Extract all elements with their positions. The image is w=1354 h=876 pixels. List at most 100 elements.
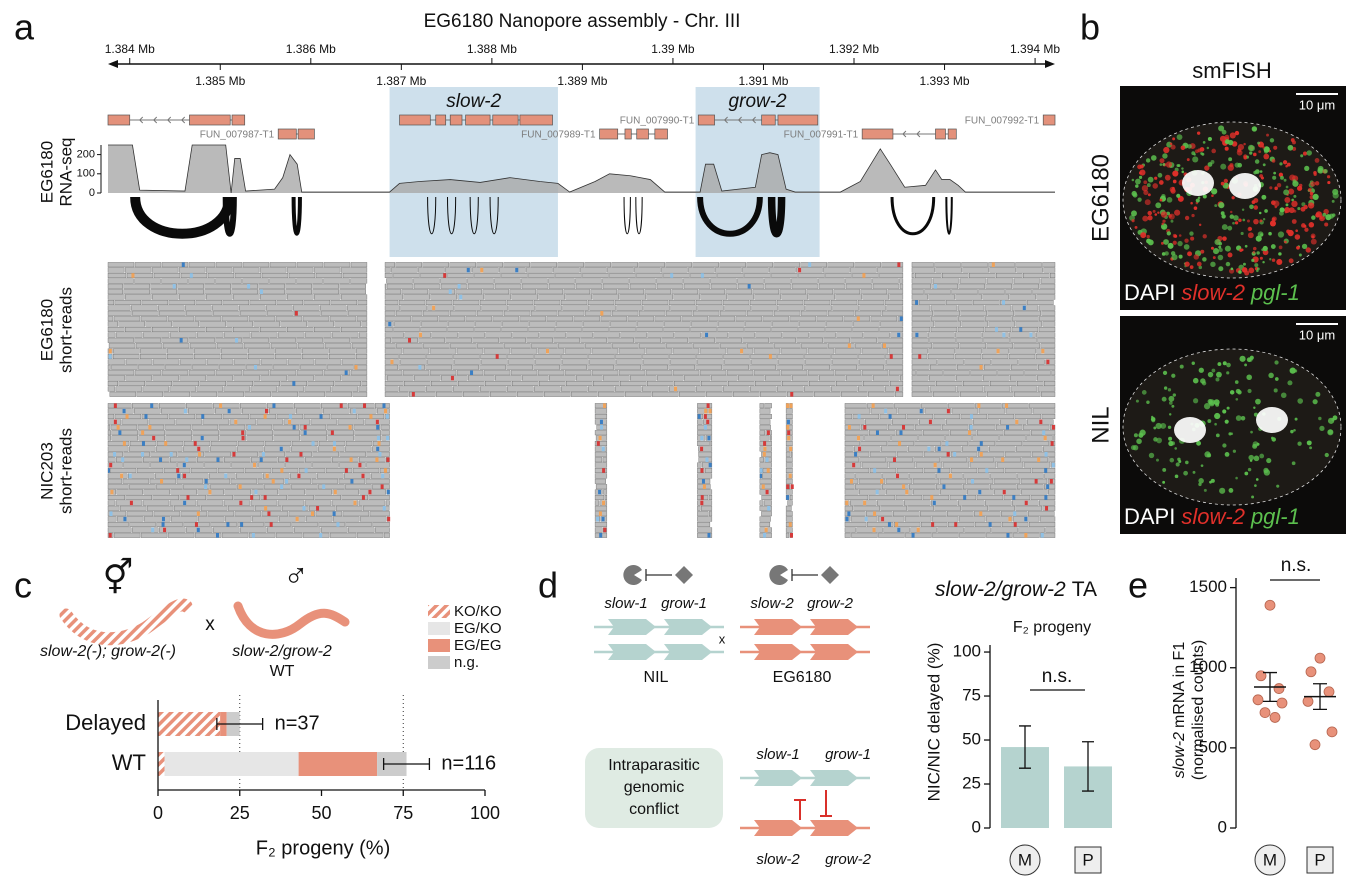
read bbox=[156, 441, 184, 447]
error-bar bbox=[1263, 671, 1277, 703]
read bbox=[422, 310, 450, 316]
read bbox=[456, 348, 484, 354]
fish-spot bbox=[1248, 454, 1254, 461]
read bbox=[1044, 484, 1056, 490]
read bbox=[996, 273, 1023, 279]
read bbox=[475, 321, 502, 327]
read bbox=[787, 391, 814, 397]
mismatch bbox=[703, 414, 707, 419]
read bbox=[803, 364, 830, 370]
read bbox=[893, 511, 920, 517]
read bbox=[380, 424, 390, 430]
read bbox=[126, 511, 154, 517]
mismatch bbox=[310, 511, 314, 516]
read bbox=[202, 419, 230, 425]
fish-spot bbox=[1196, 440, 1202, 446]
fish-spot bbox=[1251, 495, 1255, 499]
mismatch bbox=[880, 479, 884, 484]
read bbox=[844, 527, 856, 533]
mismatch bbox=[201, 414, 205, 419]
read bbox=[465, 316, 493, 322]
read bbox=[426, 354, 453, 360]
fish-spot bbox=[1317, 167, 1324, 174]
fish-spot bbox=[1171, 254, 1178, 261]
read bbox=[639, 343, 666, 349]
fish-spot bbox=[1146, 238, 1152, 244]
read bbox=[702, 462, 713, 468]
mismatch bbox=[386, 489, 390, 495]
data-point bbox=[1302, 695, 1314, 707]
read bbox=[934, 262, 961, 268]
gene-label: FUN_007991-T1 bbox=[784, 130, 859, 141]
read bbox=[110, 424, 138, 430]
read bbox=[161, 262, 189, 268]
read bbox=[850, 267, 877, 273]
fish-spot bbox=[1229, 390, 1235, 395]
fish-spot bbox=[1212, 256, 1216, 260]
read bbox=[113, 532, 141, 538]
fish-spot bbox=[1138, 175, 1143, 180]
read bbox=[261, 273, 289, 279]
mismatch bbox=[353, 500, 357, 506]
read bbox=[107, 375, 126, 381]
read bbox=[990, 381, 1017, 387]
x-tick-label: 1.385 Mb bbox=[195, 74, 245, 88]
mismatch bbox=[120, 473, 124, 479]
read bbox=[909, 473, 936, 479]
read bbox=[749, 364, 776, 370]
read bbox=[899, 278, 904, 284]
fish-spot bbox=[1190, 201, 1193, 205]
fish-spot bbox=[1291, 198, 1294, 202]
splice-junction bbox=[623, 196, 631, 234]
read bbox=[250, 332, 278, 338]
read bbox=[896, 468, 924, 474]
read bbox=[287, 359, 315, 365]
read bbox=[114, 300, 142, 306]
splice-junction bbox=[767, 196, 786, 238]
read bbox=[1027, 300, 1054, 306]
read bbox=[727, 294, 754, 300]
read bbox=[769, 337, 796, 343]
mismatch bbox=[883, 343, 887, 348]
exon bbox=[697, 114, 715, 126]
fish-spot bbox=[1143, 190, 1149, 196]
read bbox=[994, 489, 1021, 495]
mismatch bbox=[272, 403, 276, 408]
read bbox=[697, 473, 713, 479]
read bbox=[618, 348, 646, 354]
read bbox=[831, 354, 858, 360]
mismatch bbox=[603, 527, 607, 533]
y-tick-label: 50 bbox=[962, 730, 981, 749]
read bbox=[179, 294, 206, 300]
fish-spot bbox=[1232, 449, 1237, 453]
legend-label: KO/KO bbox=[454, 603, 502, 620]
read bbox=[287, 495, 314, 501]
read bbox=[233, 495, 260, 501]
read bbox=[172, 321, 200, 327]
mismatch bbox=[600, 425, 604, 430]
fish-spot bbox=[1294, 417, 1298, 421]
read bbox=[1015, 262, 1042, 268]
read bbox=[908, 446, 935, 452]
read bbox=[131, 527, 159, 533]
exon bbox=[519, 114, 553, 126]
mismatch bbox=[197, 446, 201, 452]
read bbox=[589, 359, 616, 365]
read bbox=[204, 451, 231, 457]
read bbox=[107, 327, 125, 333]
read bbox=[138, 364, 165, 370]
fish-spot bbox=[1138, 171, 1142, 175]
read bbox=[242, 370, 270, 376]
read bbox=[261, 511, 289, 517]
fish-spot bbox=[1241, 267, 1248, 273]
read bbox=[1009, 348, 1036, 354]
read bbox=[183, 484, 210, 490]
read bbox=[334, 381, 362, 387]
read bbox=[697, 516, 713, 522]
read bbox=[140, 316, 168, 322]
mismatch bbox=[1024, 516, 1028, 522]
read bbox=[789, 316, 817, 322]
fish-spot bbox=[1131, 178, 1135, 182]
fish-spot bbox=[1283, 189, 1290, 196]
mismatch bbox=[378, 452, 382, 457]
